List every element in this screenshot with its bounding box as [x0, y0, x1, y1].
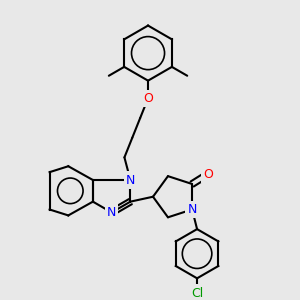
Text: O: O — [143, 92, 153, 105]
Text: N: N — [107, 206, 116, 219]
Text: N: N — [126, 173, 135, 187]
Text: N: N — [107, 206, 116, 219]
Text: N: N — [126, 173, 135, 187]
Text: O: O — [203, 168, 213, 181]
Text: O: O — [203, 168, 213, 181]
Text: O: O — [143, 92, 153, 105]
Text: Cl: Cl — [191, 286, 203, 300]
Text: N: N — [188, 203, 197, 216]
Text: N: N — [188, 203, 197, 216]
Text: Cl: Cl — [191, 286, 203, 300]
